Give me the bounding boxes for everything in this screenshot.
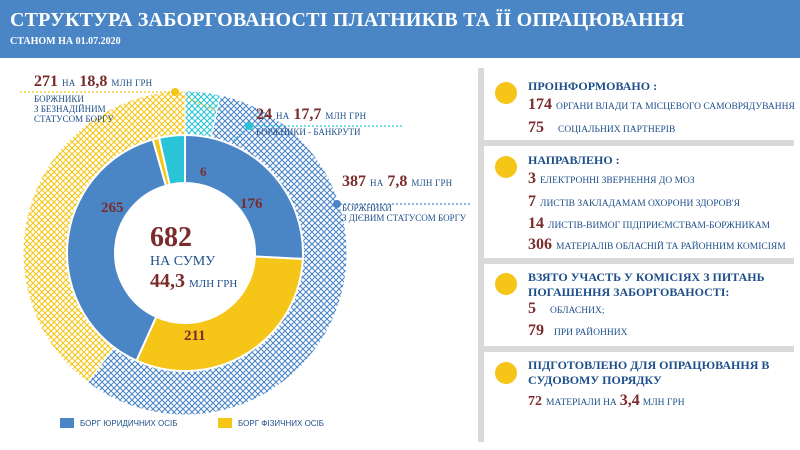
center-label: НА СУМУ (150, 254, 216, 269)
legend-label-individual: БОРГ ФІЗИЧНИХ ОСІБ (238, 418, 325, 428)
court-row-unit: МЛН ГРН (642, 398, 685, 408)
hopeless-amount: 18,8 (79, 73, 108, 90)
center-sum: 44,3 МЛН ГРН (150, 270, 237, 293)
sent-row-1-text: ЕЛЕКТРОННІ ЗВЕРНЕННЯ ДО МОЗ (540, 176, 695, 186)
active-on: НА (370, 178, 384, 188)
sent-row-3-text: ЛИСТІВ-ВИМОГ ПІДПРИЄМСТВАМ-БОРЖНИКАМ (548, 221, 771, 231)
commissions-row-1: 5 ОБЛАСНИХ; (528, 300, 604, 318)
caption-hopeless-line-3: СТАТУСОМ БОРГУ (34, 114, 114, 124)
commissions-row-2-number: 79 (528, 322, 544, 339)
bankrupt-amount: 17,7 (293, 106, 322, 123)
informed-row-1-text: ОРГАНИ ВЛАДИ ТА МІСЦЕВОГО САМОВРЯДУВАННЯ (556, 102, 795, 112)
bankrupt-unit: МЛН ГРН (325, 111, 367, 121)
legend-swatch-legal (60, 418, 74, 428)
panel-separator-3 (484, 346, 794, 352)
commissions-row-2: 79 ПРИ РАЙОННИХ (528, 322, 627, 340)
header-banner: СТРУКТУРА ЗАБОРГОВАНОСТІ ПЛАТНИКІВ ТА ЇЇ… (0, 0, 800, 58)
hopeless-unit: МЛН ГРН (111, 78, 153, 88)
section-title-commissions-line-2: ПОГАШЕННЯ ЗАБОРГОВАНОСТІ: (528, 285, 730, 299)
sent-row-3-number: 14 (528, 215, 544, 232)
bullet-dot-sent (495, 156, 517, 178)
center-sum-value: 44,3 (150, 270, 185, 292)
court-row: 72 МАТЕРІАЛИ НА 3,4 МЛН ГРН (528, 392, 685, 410)
leader-dot-active (333, 200, 341, 208)
inner-ring (66, 133, 304, 372)
center-count: 682 (150, 222, 192, 253)
caption-active: БОРЖНИКИ З ДІЄВИМ СТАТУСОМ БОРГУ (342, 203, 466, 223)
commissions-row-1-text: ОБЛАСНИХ; (550, 306, 605, 316)
sent-row-4-text: МАТЕРІАЛІВ ОБЛАСНІЙ ТА РАЙОННИМ КОМІСІЯМ (556, 242, 786, 252)
sent-row-1: 3 ЕЛЕКТРОННІ ЗВЕРНЕННЯ ДО МОЗ (528, 170, 695, 188)
leader-dot-hopeless (171, 88, 179, 96)
annotation-bankrupt: 24 НА 17,7 МЛН ГРН (256, 106, 366, 124)
debt-donut-chart (20, 88, 470, 416)
court-row-number: 72 (528, 394, 542, 409)
section-title-court-line-2: СУДОВОМУ ПОРЯДКУ (528, 373, 662, 387)
slice-label-211: 211 (184, 328, 206, 344)
caption-bankrupt-line-1: БОРЖНИКИ - БАНКРУТИ (256, 127, 361, 137)
sent-row-2-text: ЛИСТІВ ЗАКЛАДАМАМ ОХОРОНИ ЗДОРОВ'Я (540, 199, 740, 209)
hopeless-count: 271 (34, 73, 58, 90)
slice-label-265: 265 (101, 200, 124, 216)
slice-label-176: 176 (240, 196, 263, 212)
active-count: 387 (342, 173, 366, 190)
active-unit: МЛН ГРН (411, 178, 453, 188)
court-row-amount: 3,4 (619, 392, 640, 409)
section-title-court: ПІДГОТОВЛЕНО ДЛЯ ОПРАЦЮВАННЯ В СУДОВОМУ … (528, 358, 769, 388)
sent-row-4-number: 306 (528, 236, 552, 253)
caption-hopeless: БОРЖНИКИ З БЕЗНАДІЙНИМ СТАТУСОМ БОРГУ (34, 94, 114, 124)
hopeless-on: НА (62, 78, 76, 88)
informed-row-1: 174 ОРГАНИ ВЛАДИ ТА МІСЦЕВОГО САМОВРЯДУВ… (528, 96, 795, 114)
section-title-sent: НАПРАВЛЕНО : (528, 153, 620, 167)
legend-label-legal: БОРГ ЮРИДИЧНИХ ОСІБ (80, 418, 178, 428)
annotation-active: 387 НА 7,8 МЛН ГРН (342, 173, 452, 191)
bankrupt-on: НА (276, 111, 290, 121)
section-title-informed: ПРОІНФОРМОВАНО : (528, 79, 658, 93)
leader-lines (20, 88, 470, 209)
informed-row-2: 75 СОЦІАЛЬНИХ ПАРТНЕРІВ (528, 119, 675, 137)
page-subtitle: СТАНОМ НА 01.07.2020 (10, 36, 121, 47)
commissions-row-1-number: 5 (528, 300, 536, 317)
sent-row-1-number: 3 (528, 170, 536, 187)
bullet-dot-court (495, 362, 517, 384)
page-title: СТРУКТУРА ЗАБОРГОВАНОСТІ ПЛАТНИКІВ ТА ЇЇ… (10, 9, 685, 31)
bullet-dot-commissions (495, 273, 517, 295)
sent-row-4: 306 МАТЕРІАЛІВ ОБЛАСНІЙ ТА РАЙОННИМ КОМІ… (528, 236, 786, 254)
legend-item-legal: БОРГ ЮРИДИЧНИХ ОСІБ (60, 418, 178, 428)
legend-swatch-individual (218, 418, 232, 428)
caption-hopeless-line-1: БОРЖНИКИ (34, 94, 84, 104)
legend-item-individual: БОРГ ФІЗИЧНИХ ОСІБ (218, 418, 324, 428)
annotation-hopeless: 271 НА 18,8 МЛН ГРН (34, 73, 152, 91)
informed-row-1-number: 174 (528, 96, 552, 113)
caption-active-line-2: З ДІЄВИМ СТАТУСОМ БОРГУ (342, 213, 467, 223)
leader-dot-bankrupt (245, 122, 253, 130)
donut-hole (115, 183, 255, 323)
section-title-commissions-line-1: ВЗЯТО УЧАСТЬ У КОМІСІЯХ З ПИТАНЬ (528, 270, 765, 284)
sent-row-2: 7 ЛИСТІВ ЗАКЛАДАМАМ ОХОРОНИ ЗДОРОВ'Я (528, 193, 740, 211)
panel-separator-1 (484, 140, 794, 146)
slice-label-6: 6 (200, 164, 207, 179)
informed-row-2-text: СОЦІАЛЬНИХ ПАРТНЕРІВ (558, 125, 676, 135)
informed-row-2-number: 75 (528, 119, 544, 136)
sent-row-3: 14 ЛИСТІВ-ВИМОГ ПІДПРИЄМСТВАМ-БОРЖНИКАМ (528, 215, 770, 233)
sent-row-2-number: 7 (528, 193, 536, 210)
commissions-row-2-text: ПРИ РАЙОННИХ (554, 328, 628, 338)
center-sum-unit: МЛН ГРН (189, 278, 238, 290)
section-title-commissions: ВЗЯТО УЧАСТЬ У КОМІСІЯХ З ПИТАНЬ ПОГАШЕН… (528, 270, 765, 300)
section-title-court-line-1: ПІДГОТОВЛЕНО ДЛЯ ОПРАЦЮВАННЯ В (528, 358, 770, 372)
caption-bankrupt: БОРЖНИКИ - БАНКРУТИ (256, 127, 361, 137)
panel-separator-2 (484, 258, 794, 264)
active-amount: 7,8 (387, 173, 408, 190)
caption-active-line-1: БОРЖНИКИ (342, 203, 392, 213)
actions-panel (478, 68, 800, 442)
court-row-text: МАТЕРІАЛИ НА (546, 398, 617, 408)
bankrupt-count: 24 (256, 106, 272, 123)
caption-hopeless-line-2: З БЕЗНАДІЙНИМ (34, 104, 106, 114)
bullet-dot-informed (495, 82, 517, 104)
